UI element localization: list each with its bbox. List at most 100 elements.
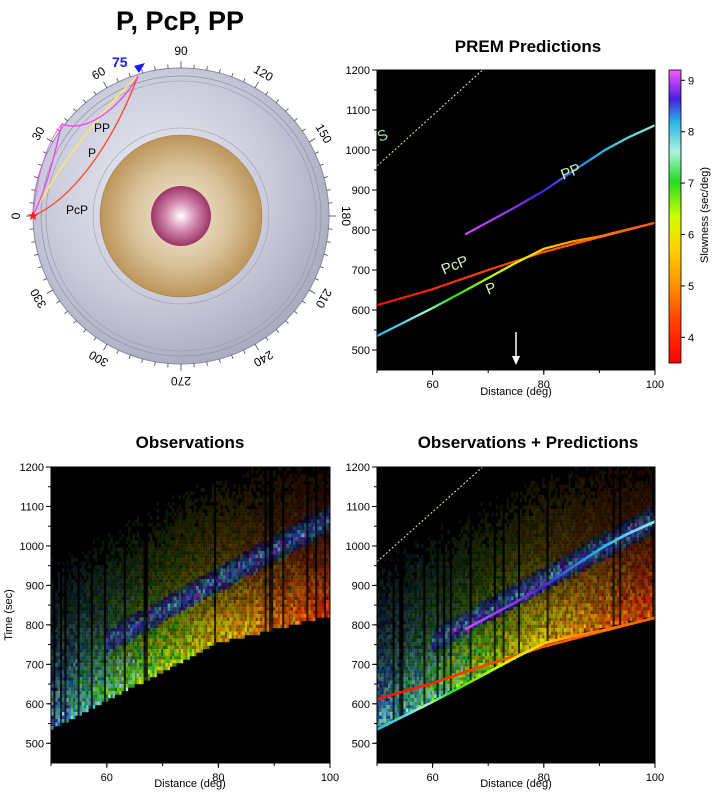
heat-cell [88, 572, 91, 576]
heat-cell [178, 631, 181, 636]
heat-cell [165, 526, 168, 531]
heat-cell [246, 509, 250, 513]
heat-cell [68, 642, 71, 646]
heat-cell [95, 684, 98, 688]
heat-cell [119, 586, 122, 590]
heat-cell [92, 582, 96, 587]
heat-cell [55, 698, 58, 702]
heat-cell [169, 568, 173, 573]
heat-cell [178, 554, 181, 559]
heat-cell [288, 498, 291, 503]
heat-cell [136, 628, 140, 632]
heat-cell [246, 575, 250, 580]
heat-cell [244, 603, 247, 608]
heat-cell [180, 512, 184, 517]
heat-cell [114, 589, 118, 594]
heat-cell [125, 656, 129, 660]
heat-cell [112, 575, 115, 580]
heat-cell [108, 684, 111, 688]
heat-cell [249, 512, 252, 517]
heat-cell [251, 523, 254, 527]
heat-cell [183, 642, 186, 646]
heat-cell [117, 628, 120, 632]
heat-cell [55, 659, 58, 664]
heat-cell [211, 575, 214, 580]
heat-cell [284, 614, 287, 618]
heat-cell [79, 596, 82, 601]
heat-cell [70, 677, 74, 681]
heat-cell [284, 624, 287, 629]
heat-cell [125, 670, 129, 674]
heat-cell [101, 628, 104, 632]
heat-cell [141, 670, 144, 674]
heat-cell [132, 551, 135, 555]
heat-cell [299, 572, 302, 576]
heat-cell [194, 631, 197, 636]
heat-cell [293, 519, 296, 524]
heat-cell [123, 670, 126, 674]
heat-cell [205, 603, 208, 608]
heat-cell [174, 551, 177, 555]
heat-cell [145, 635, 148, 639]
heat-cell [185, 617, 188, 622]
heat-cell [139, 659, 142, 664]
heat-cell [73, 708, 76, 713]
heat-cell [169, 635, 173, 639]
heat-cell [240, 596, 243, 601]
heat-cell [183, 603, 186, 608]
heat-cell [275, 481, 278, 485]
heat-cell [275, 544, 278, 548]
heat-cell [183, 624, 186, 629]
heat-cell [286, 575, 289, 580]
heat-cell [238, 589, 241, 594]
heat-cell [242, 530, 245, 534]
heat-cell [229, 600, 232, 604]
heat-cell [161, 565, 164, 569]
heat-cell [180, 526, 184, 531]
heat-cell [227, 614, 230, 618]
heat-cell [141, 610, 144, 615]
heat-cell [198, 533, 201, 538]
heat-cell [73, 649, 76, 653]
colorbar-label: Slowness (sec/deg) [699, 167, 711, 263]
heat-cell [136, 610, 140, 615]
heat-cell [167, 544, 170, 548]
heat-cell [209, 617, 212, 622]
heat-cell [213, 621, 217, 625]
heat-cell [161, 628, 164, 632]
heat-cell [130, 635, 133, 639]
heat-cell [167, 631, 170, 636]
heat-cell [238, 582, 241, 587]
heat-cell [189, 642, 192, 646]
heat-cell [238, 530, 241, 534]
heat-cell [97, 666, 100, 671]
angle-tick [64, 117, 68, 122]
heat-cell [154, 652, 157, 657]
heat-cell [207, 582, 210, 587]
heat-cell [51, 708, 54, 713]
heat-cell [95, 635, 98, 639]
heat-cell [123, 628, 126, 632]
heat-cell [218, 631, 221, 636]
heat-cell [216, 561, 219, 566]
heat-cell [257, 484, 261, 489]
heat-cell [130, 628, 133, 632]
heat-cell [244, 498, 247, 503]
heat-cell [117, 579, 120, 583]
heat-cell [238, 600, 241, 604]
heat-cell [156, 663, 159, 667]
heat-cell [205, 547, 208, 552]
heat-cell [125, 593, 129, 597]
heat-cell [211, 509, 214, 513]
heat-cell [266, 628, 269, 632]
heat-cell [57, 705, 60, 709]
heat-cell [62, 687, 65, 692]
heat-cell [209, 628, 212, 632]
heat-cell [139, 586, 142, 590]
heat-cell [167, 610, 170, 615]
heat-cell [189, 582, 192, 587]
heat-cell [130, 617, 133, 622]
heat-cell [136, 614, 140, 618]
heat-cell [150, 586, 153, 590]
heat-cell [121, 551, 124, 555]
